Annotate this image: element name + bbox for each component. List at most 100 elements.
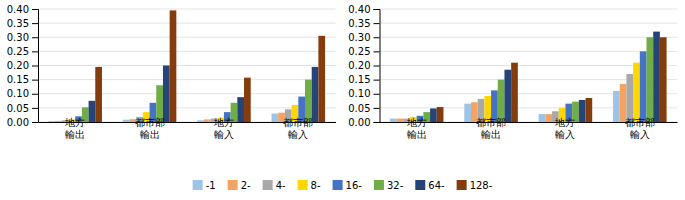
bar-series xyxy=(75,97,305,122)
tick-mark xyxy=(374,23,380,24)
bar xyxy=(55,121,62,122)
legend-label: -1 xyxy=(206,180,216,191)
axis-line xyxy=(374,10,381,123)
bar xyxy=(244,78,251,122)
legend-item: 16- xyxy=(333,180,363,191)
tick: 都市部輸出 xyxy=(476,117,506,140)
tick-label: 地方輸入 xyxy=(213,117,234,140)
tick: 地方輸出 xyxy=(64,117,85,140)
legend-swatch xyxy=(457,180,467,190)
tick-mark xyxy=(32,66,38,67)
legend-swatch xyxy=(228,180,238,190)
bar xyxy=(511,63,518,122)
y-axis: 0.000.050.100.150.200.250.300.350.40 xyxy=(7,4,39,128)
bar xyxy=(464,104,471,122)
grid-line xyxy=(38,79,336,80)
bars xyxy=(390,32,667,122)
tick: 0.30 xyxy=(7,32,38,43)
legend-label: 32- xyxy=(387,180,404,191)
tick-mark xyxy=(374,9,380,10)
grid-line xyxy=(380,51,678,52)
tick-label: 0.40 xyxy=(348,4,370,15)
bar xyxy=(437,107,444,122)
bar xyxy=(204,119,211,122)
category-label: 輸出 xyxy=(407,129,427,140)
grid-line xyxy=(38,9,336,10)
bar xyxy=(647,37,654,122)
bar-series xyxy=(417,51,647,122)
grid-line xyxy=(380,9,678,10)
category-label: 輸入 xyxy=(288,129,308,140)
panel: 0.000.050.100.150.200.250.300.350.40地方輸出… xyxy=(7,4,336,140)
bar xyxy=(640,51,647,122)
tick: 都市部輸出 xyxy=(135,117,165,140)
bar xyxy=(430,108,437,122)
legend-item: 64- xyxy=(415,180,445,191)
bar xyxy=(318,36,325,122)
tick: 0.15 xyxy=(7,74,38,85)
bar xyxy=(272,114,279,122)
category-label: 都市部 xyxy=(476,117,506,128)
tick: 0.05 xyxy=(7,103,38,114)
tick-mark xyxy=(374,51,380,52)
tick-label: 地方輸出 xyxy=(406,117,427,140)
tick-label: 0.00 xyxy=(348,117,370,128)
grid-line xyxy=(38,37,336,38)
bar xyxy=(626,74,633,122)
bar xyxy=(397,119,404,122)
legend-item: 2- xyxy=(228,180,251,191)
panel: 0.000.050.100.150.200.250.300.350.40地方輸出… xyxy=(348,4,677,140)
legend-swatch xyxy=(374,180,384,190)
bar-series xyxy=(95,10,325,122)
grid-line xyxy=(38,23,336,24)
tick-label: 0.35 xyxy=(348,18,370,29)
tick-mark xyxy=(32,51,38,52)
bar xyxy=(660,37,667,122)
legend-item: 4- xyxy=(263,180,286,191)
tick-mark xyxy=(374,108,380,109)
legend-label: 2- xyxy=(241,180,251,191)
legend-swatch xyxy=(263,180,273,190)
tick-mark xyxy=(32,80,38,81)
grid-line xyxy=(380,65,678,66)
bar xyxy=(586,98,593,122)
y-axis: 0.000.050.100.150.200.250.300.350.40 xyxy=(348,4,380,128)
chart-root: 0.00 0.05 0.10 0.15 0.20 0.25 0.30 0.35 0.40 地方輸出… xyxy=(0,0,685,200)
tick-label: 0.25 xyxy=(348,46,370,57)
bars xyxy=(48,10,325,122)
tick: 0.40 xyxy=(7,4,38,15)
bar xyxy=(170,10,177,122)
category-label: 輸出 xyxy=(140,129,160,140)
tick-mark xyxy=(374,66,380,67)
tick: 地方輸入 xyxy=(554,117,575,140)
bar xyxy=(633,63,640,122)
tick-label: 都市部輸出 xyxy=(135,117,165,140)
legend-item: 32- xyxy=(374,180,404,191)
bar xyxy=(498,80,505,122)
tick: 0.20 xyxy=(348,60,379,71)
bar xyxy=(504,70,511,122)
tick-mark xyxy=(32,23,38,24)
grid-line xyxy=(380,23,678,24)
category-label: 輸出 xyxy=(65,129,85,140)
bar xyxy=(390,119,397,122)
category-label: 輸入 xyxy=(630,129,650,140)
tick-mark xyxy=(32,9,38,10)
tick-label: 0.05 xyxy=(7,103,29,114)
bar-series xyxy=(68,105,298,122)
legend-label: 8- xyxy=(311,180,321,191)
x-axis: 地方輸出都市部輸出地方輸入都市部輸入 xyxy=(380,117,678,140)
grid xyxy=(38,9,336,122)
tick-mark xyxy=(32,122,38,123)
tick: 都市部輸入 xyxy=(625,117,655,140)
tick-mark xyxy=(32,94,38,95)
bar xyxy=(163,66,170,123)
bar xyxy=(123,120,130,122)
tick-label: 0.30 xyxy=(7,32,29,43)
category-label: 輸出 xyxy=(481,129,501,140)
tick: 0.30 xyxy=(348,32,379,43)
tick: 0.10 xyxy=(348,88,379,99)
bar xyxy=(95,67,102,122)
tick-label: 0.20 xyxy=(7,60,29,71)
tick-label: 0.15 xyxy=(348,74,370,85)
